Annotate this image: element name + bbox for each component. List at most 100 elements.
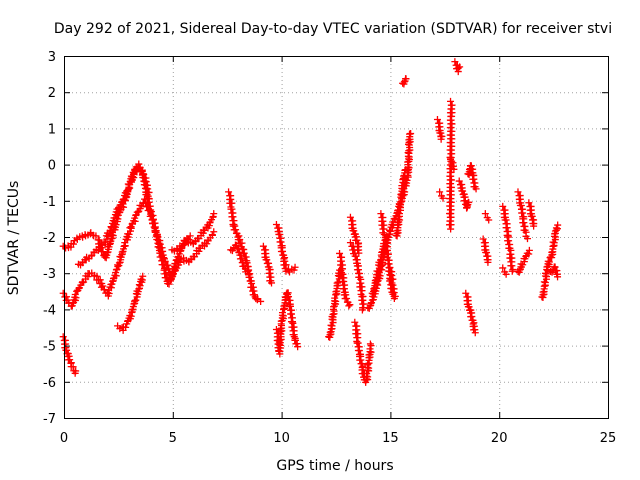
data-point xyxy=(210,210,218,218)
data-point xyxy=(276,336,284,344)
series-arc-n xyxy=(336,249,354,310)
series-arc-m xyxy=(325,266,345,341)
data-point xyxy=(122,323,130,331)
series-arc-ae xyxy=(462,289,479,337)
x-tick-labels: 0 5 10 15 20 25 xyxy=(60,431,616,446)
data-point xyxy=(437,135,445,143)
y-tick-label: 2 xyxy=(48,86,56,101)
data-point xyxy=(227,205,235,213)
data-point xyxy=(514,188,522,196)
data-point xyxy=(384,250,392,258)
data-point xyxy=(346,239,354,247)
data-point xyxy=(366,340,374,348)
data-point xyxy=(282,261,290,269)
data-point xyxy=(358,287,366,295)
data-point xyxy=(143,203,151,211)
series-arc-ai xyxy=(499,264,510,278)
data-point xyxy=(402,75,410,83)
series-arc-i xyxy=(227,241,253,279)
series-arc-f xyxy=(168,210,218,255)
series-arc-y xyxy=(436,188,447,202)
data-point xyxy=(364,373,372,381)
y-tick-label: -1 xyxy=(43,195,56,210)
series-arc-h xyxy=(225,188,265,305)
data-point xyxy=(59,333,67,341)
series-arc-l xyxy=(272,289,302,358)
data-point xyxy=(472,185,480,193)
x-axis-title: GPS time / hours xyxy=(276,458,393,474)
data-point xyxy=(139,272,147,280)
data-point xyxy=(402,166,410,174)
series-arc-d xyxy=(114,272,147,334)
data-point xyxy=(115,259,123,267)
data-point xyxy=(276,347,284,355)
data-point xyxy=(153,233,161,241)
data-point xyxy=(210,228,218,236)
series-arc-v xyxy=(386,264,399,303)
data-point xyxy=(436,188,444,196)
data-point xyxy=(388,281,396,289)
data-point xyxy=(279,312,287,320)
series-arc-w xyxy=(399,75,410,88)
data-point xyxy=(71,369,79,377)
data-point xyxy=(228,213,236,221)
data-point xyxy=(384,260,392,268)
series-arc-aa xyxy=(447,155,458,173)
data-point xyxy=(389,289,397,297)
data-point xyxy=(245,271,253,279)
data-point xyxy=(482,248,490,256)
data-point xyxy=(165,280,173,288)
series-arc-k xyxy=(272,220,299,276)
data-point xyxy=(499,264,507,272)
series-arc-ao xyxy=(547,263,562,281)
data-point xyxy=(164,265,172,273)
data-point xyxy=(71,291,79,299)
data-point xyxy=(351,318,359,326)
series-arc-ac xyxy=(455,177,473,212)
data-point xyxy=(123,187,131,195)
data-point xyxy=(386,264,394,272)
y-tick-label: -5 xyxy=(43,340,56,355)
series-arc-ad xyxy=(464,162,480,193)
data-point xyxy=(406,130,414,138)
data-point xyxy=(554,221,562,229)
data-point xyxy=(400,172,408,180)
data-point xyxy=(276,238,284,246)
data-point xyxy=(386,227,394,235)
data-point xyxy=(527,212,535,220)
data-point xyxy=(262,256,270,264)
data-point xyxy=(516,201,524,209)
data-point xyxy=(119,196,127,204)
data-point xyxy=(161,257,169,265)
y-axis-title: SDTVAR / TECUs xyxy=(6,181,22,296)
data-point xyxy=(345,302,353,310)
data-point xyxy=(278,309,286,317)
data-point xyxy=(332,288,340,296)
y-tick-label: 1 xyxy=(48,122,56,137)
series-arc-p xyxy=(346,213,363,257)
data-point xyxy=(541,278,549,286)
series-arc-an xyxy=(547,221,562,262)
data-point xyxy=(145,188,153,196)
data-point xyxy=(112,266,120,274)
x-tick-label: 0 xyxy=(60,431,68,446)
data-point xyxy=(209,213,217,221)
series-arc-z xyxy=(445,97,456,233)
data-point xyxy=(530,222,538,230)
data-point xyxy=(333,279,341,287)
data-point xyxy=(364,360,372,368)
y-tick-label: 0 xyxy=(48,159,56,174)
data-point xyxy=(446,209,454,217)
data-point xyxy=(128,306,136,314)
data-point xyxy=(370,285,378,293)
data-point xyxy=(69,240,77,248)
data-point xyxy=(367,299,375,307)
data-point xyxy=(523,235,531,243)
series-arc-af xyxy=(481,210,493,224)
data-point xyxy=(377,210,385,218)
data-point xyxy=(354,347,362,355)
data-point xyxy=(499,202,507,210)
data-point xyxy=(346,301,354,309)
series-arc-ab xyxy=(451,58,464,76)
data-point xyxy=(131,297,139,305)
